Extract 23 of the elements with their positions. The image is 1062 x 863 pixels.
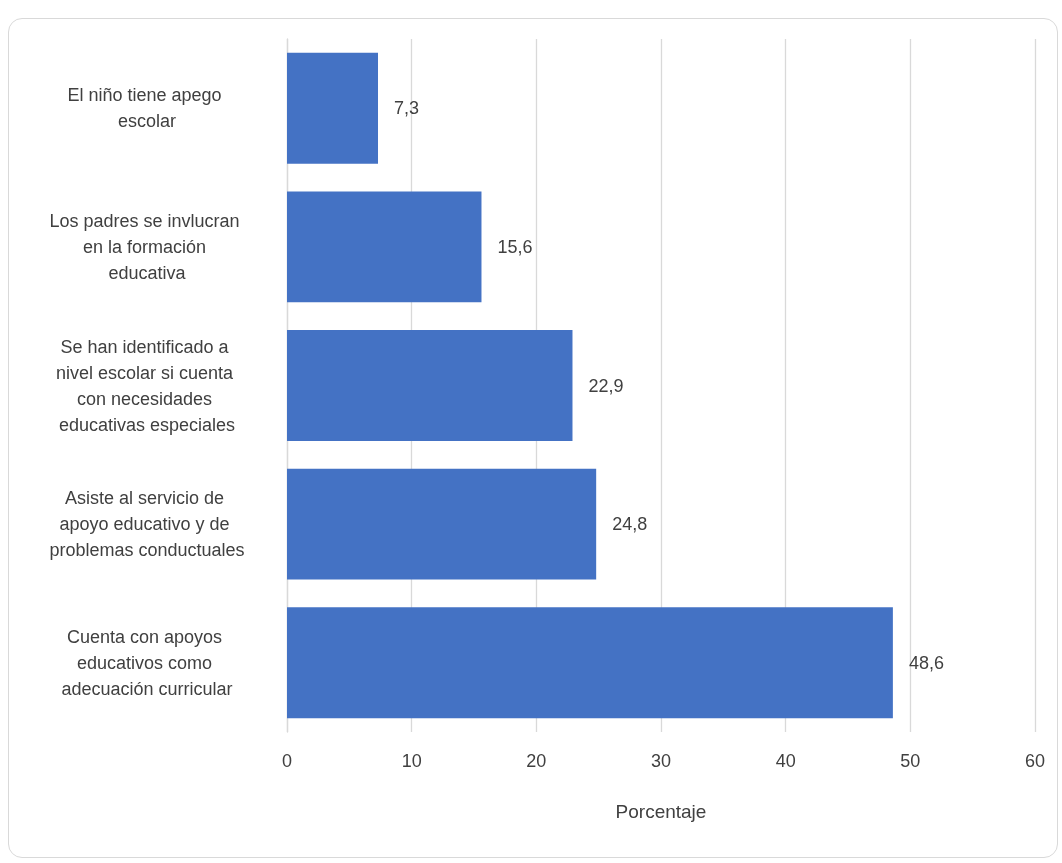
data-label: 24,8 xyxy=(612,514,648,535)
x-tick-label: 60 xyxy=(1024,751,1046,771)
data-label: 48,6 xyxy=(908,652,944,673)
bar xyxy=(287,52,379,164)
data-label: 15,6 xyxy=(497,236,533,257)
bar xyxy=(287,468,597,580)
y-tick-label: Los padres se invlucran en la formación educativa xyxy=(49,210,245,283)
x-tick-label: 10 xyxy=(401,751,422,771)
x-tick-label: 0 xyxy=(281,751,293,771)
data-label: 22,9 xyxy=(588,375,624,396)
y-tick-label: Asiste al servicio de apoyo educativo y de problemas conductuales xyxy=(49,488,245,561)
x-tick-label: 20 xyxy=(526,751,547,771)
x-tick-label: 30 xyxy=(650,751,672,771)
x-axis-title: Porcentaje xyxy=(615,801,707,822)
bar xyxy=(287,607,893,719)
data-label: 7,3 xyxy=(394,98,420,119)
bar xyxy=(287,191,482,303)
y-tick-label: El niño tiene apego escolar xyxy=(67,85,227,132)
x-tick-label: 50 xyxy=(900,751,921,771)
x-tick-label: 40 xyxy=(775,751,796,771)
bar xyxy=(287,330,573,441)
y-tick-label: Cuenta con apoyos educativos como adecuación curricular xyxy=(61,626,233,699)
y-tick-label: Se han identificado a nivel escolar si cuenta con necesidades educativas especiales xyxy=(55,336,239,435)
